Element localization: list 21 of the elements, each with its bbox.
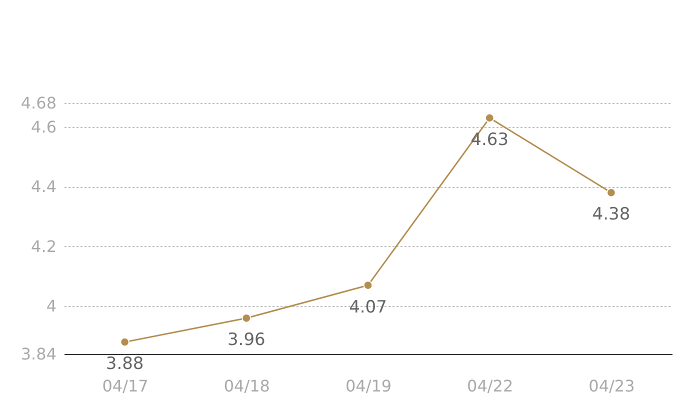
- x-tick-label: 04/17: [102, 376, 148, 396]
- point: [120, 337, 130, 347]
- x-tick-label: 04/23: [588, 376, 635, 396]
- y-tick-label: 3.84: [20, 344, 56, 364]
- x-tick-label: 04/19: [345, 376, 392, 396]
- point: [484, 113, 494, 123]
- y-tick-label: 4: [46, 296, 56, 316]
- y-tick-label: 4.6: [31, 117, 56, 136]
- data-label: 3.96: [227, 330, 266, 350]
- data-label: 3.88: [106, 354, 144, 374]
- x-tick-label: 04/18: [224, 376, 270, 396]
- y-tick-label: 4.2: [31, 236, 56, 256]
- data-label: 4.63: [470, 130, 509, 150]
- data-label: 4.07: [349, 297, 387, 318]
- x-tick-label: 04/22: [467, 376, 514, 396]
- point: [242, 313, 252, 323]
- data-label: 4.38: [592, 204, 630, 225]
- point: [606, 188, 616, 198]
- y-tick-label: 4.68: [20, 94, 56, 112]
- y-tick-label: 4.4: [31, 177, 56, 196]
- point: [363, 280, 373, 290]
